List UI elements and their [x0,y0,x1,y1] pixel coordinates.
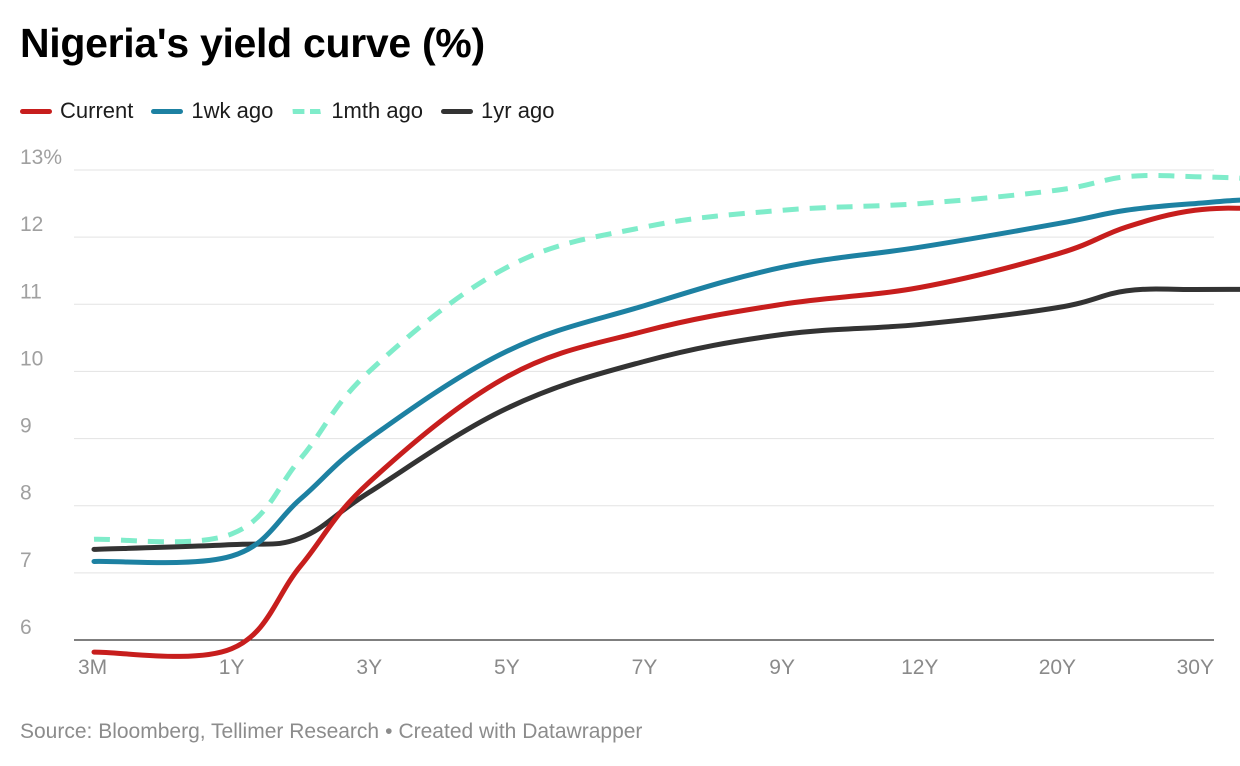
legend-item-1mth-ago: 1mth ago [291,98,423,124]
y-tick-label: 13% [20,146,62,169]
series-line-current [91,205,1240,659]
y-tick-label: 9 [20,415,32,438]
y-tick-label: 7 [20,549,32,572]
legend-label-current: Current [60,98,134,123]
legend-label-1mth-ago: 1mth ago [331,98,424,123]
x-tick-label: 5Y [494,656,520,679]
legend-item-1yr-ago: 1yr ago [441,98,554,124]
y-tick-label: 12 [20,213,43,236]
x-tick-label: 7Y [632,656,658,679]
legend-item-1wk-ago: 1wk ago [151,98,273,124]
created-with-note: Created with Datawrapper [398,720,643,743]
x-tick-label: 9Y [769,656,795,679]
grid-layer [74,169,1214,641]
legend: Current 1wk ago 1mth ago 1yr ago [20,98,572,124]
yield-curve-chart: 13% 12 11 10 9 8 7 6 3M 1Y 3Y 5Y 7Y 9Y 12Y 20Y 30Y [20,146,1240,679]
x-tick-label: 30Y [1177,656,1214,679]
series-line-1mth-ago [93,173,1240,545]
y-tick-label: 11 [20,280,42,303]
legend-label-1wk-ago: 1wk ago [191,98,274,123]
y-tick-label: 6 [20,616,32,639]
series-line-1wk-ago [91,197,1240,566]
source-note: Source: Bloomberg, Tellimer Research [20,720,380,743]
x-tick-label: 12Y [901,656,938,679]
chart-title: Nigeria's yield curve (%) [20,20,485,66]
chart-footer: Source: Bloomberg, Tellimer Research • Cre… [20,720,642,744]
x-axis-labels: 3M 1Y 3Y 5Y 7Y 9Y 12Y 20Y 30Y [78,656,1214,679]
x-tick-label: 3M [78,656,107,679]
legend-swatch-1wk-ago [151,108,184,114]
x-tick-label: 1Y [219,656,245,679]
y-axis-labels: 13% 12 11 10 9 8 7 6 [20,146,62,639]
y-tick-label: 10 [20,347,43,370]
x-tick-label: 20Y [1039,656,1076,679]
legend-swatch-1yr-ago [441,108,474,114]
legend-item-current: Current [20,98,133,124]
legend-label-1yr-ago: 1yr ago [481,98,555,123]
series-lines [91,173,1240,659]
legend-swatch-1mth-ago [291,108,324,114]
x-tick-label: 3Y [356,656,382,679]
series-line-1yr-ago [91,286,1240,552]
legend-swatch-current [20,108,52,114]
y-tick-label: 8 [20,482,32,505]
footer-separator: • [385,720,393,743]
